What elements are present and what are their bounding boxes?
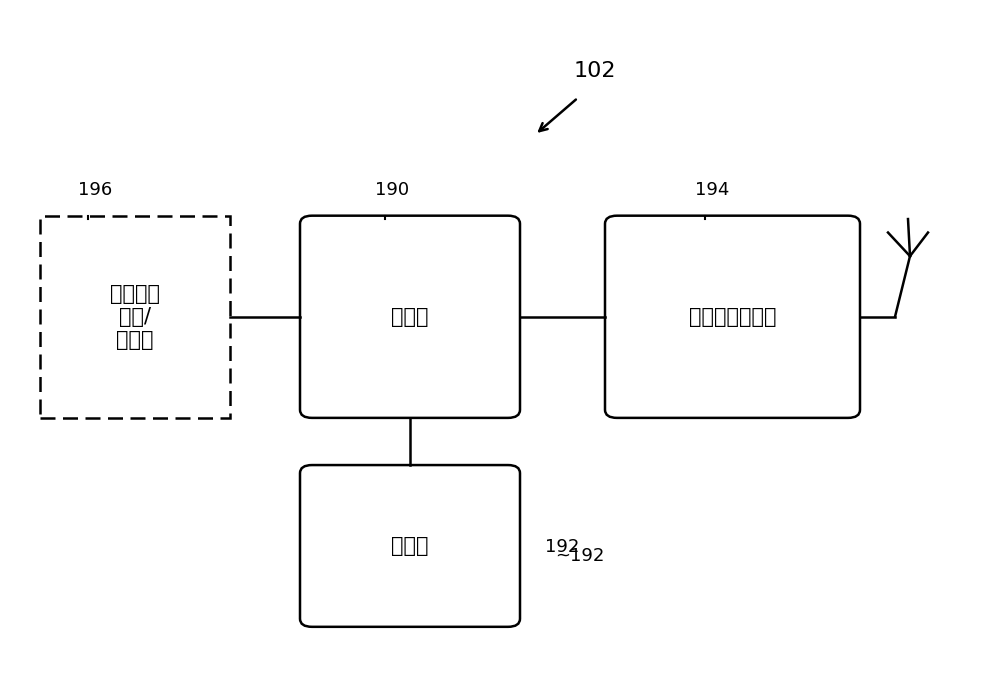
FancyBboxPatch shape	[40, 216, 230, 418]
Text: 处理器: 处理器	[391, 307, 429, 327]
Text: 航空电子
设备/
传感器: 航空电子 设备/ 传感器	[110, 284, 160, 350]
FancyBboxPatch shape	[605, 216, 860, 418]
Text: 194: 194	[695, 181, 729, 199]
Text: 102: 102	[574, 61, 616, 81]
FancyBboxPatch shape	[300, 216, 520, 418]
Text: 196: 196	[78, 181, 112, 199]
FancyBboxPatch shape	[300, 465, 520, 627]
Text: 存储器: 存储器	[391, 536, 429, 556]
Text: 无线无线电接口: 无线无线电接口	[689, 307, 776, 327]
Text: 190: 190	[375, 181, 409, 199]
Text: ~192: ~192	[555, 547, 604, 565]
Text: 192: 192	[545, 538, 579, 556]
